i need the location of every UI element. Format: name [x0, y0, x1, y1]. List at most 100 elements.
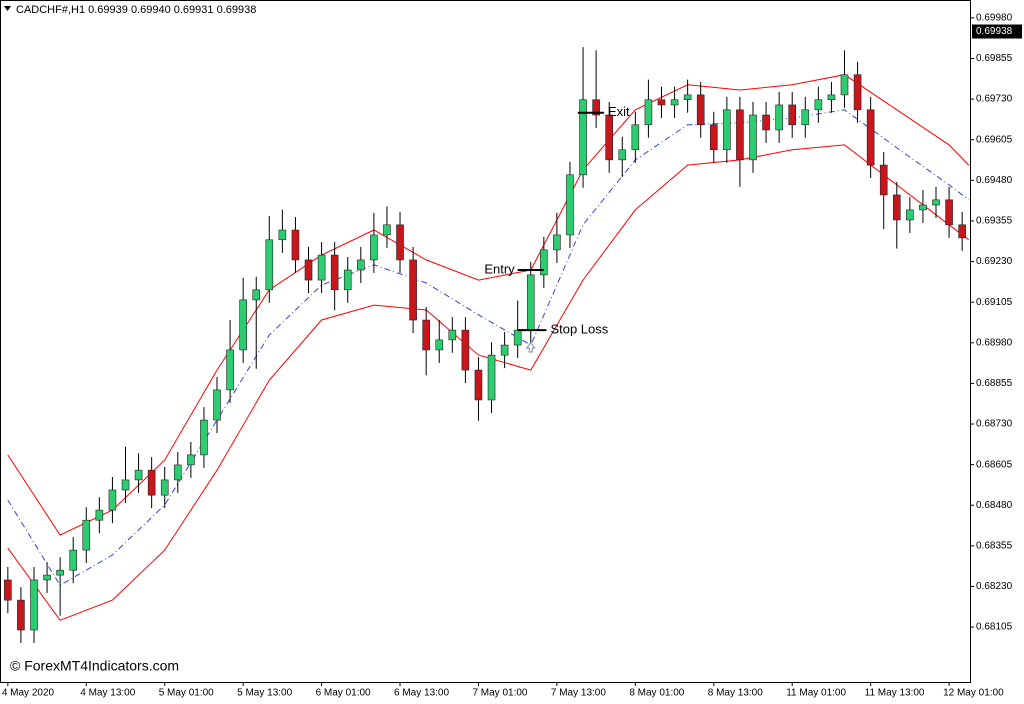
- candle-body: [43, 574, 51, 581]
- candle-body: [82, 519, 91, 551]
- y-tick-label: 0.69105: [976, 297, 1013, 308]
- y-tick-label: 0.69605: [976, 134, 1013, 145]
- y-tick-label: 0.68105: [976, 622, 1013, 633]
- candle-body: [200, 419, 208, 456]
- signal-arrow: [525, 342, 536, 353]
- candle-body: [265, 239, 274, 291]
- candle-body: [500, 344, 509, 356]
- candle-body: [147, 469, 156, 496]
- candle-body: [69, 549, 78, 571]
- candle-body: [736, 109, 744, 161]
- y-tick-label: 0.68980: [976, 337, 1013, 348]
- watermark: © ForexMT4Indicators.com: [10, 658, 179, 674]
- candle-body: [683, 94, 692, 101]
- candle-body: [448, 329, 457, 341]
- candle-body: [723, 109, 731, 151]
- candle-body: [422, 319, 430, 351]
- candle-body: [17, 599, 25, 631]
- y-tick-label: 0.69230: [976, 256, 1013, 267]
- candle-body: [709, 124, 718, 151]
- candle-body: [762, 114, 770, 131]
- candle-body: [801, 109, 810, 126]
- candle-body: [487, 354, 496, 401]
- candle-body: [526, 274, 535, 331]
- candle-body: [108, 489, 117, 511]
- candle-body: [853, 74, 862, 111]
- candle-body: [579, 99, 587, 176]
- candle-body: [866, 109, 875, 166]
- y-tick-label: 0.68730: [976, 419, 1013, 430]
- envelope-line: [7, 74, 970, 536]
- x-tick-label: 8 May 13:00: [708, 688, 763, 699]
- candle-body: [631, 124, 640, 151]
- plot-frame: [0, 0, 971, 683]
- candle-body: [840, 74, 849, 96]
- last-price-label: 0.69938: [976, 26, 1013, 37]
- candle-body: [396, 224, 404, 261]
- candle-body: [618, 149, 627, 161]
- candle-body: [814, 99, 823, 111]
- candle-body: [121, 479, 130, 491]
- candle-body: [226, 349, 234, 391]
- candle-body: [553, 234, 561, 251]
- candle-body: [370, 234, 378, 261]
- y-tick-label: 0.68230: [976, 581, 1013, 592]
- chart-header: CADCHF#,H1 0.69939 0.69940 0.69931 0.699…: [16, 4, 256, 16]
- candle-body: [95, 509, 104, 521]
- candle-body: [409, 259, 417, 321]
- candle-body: [187, 454, 195, 466]
- y-tick-label: 0.68355: [976, 541, 1013, 552]
- candle-body: [383, 224, 391, 236]
- y-tick-label: 0.69730: [976, 94, 1013, 105]
- candle-body: [827, 94, 836, 101]
- x-tick-label: 4 May 13:00: [80, 688, 135, 699]
- header-arrow: [4, 6, 11, 11]
- candle-body: [134, 469, 143, 481]
- x-tick-label: 6 May 01:00: [316, 688, 371, 699]
- candle-body: [749, 114, 757, 161]
- candle-body: [644, 99, 653, 126]
- candle-body: [343, 269, 352, 291]
- candle-body: [788, 104, 797, 126]
- x-tick-label: 12 May 01:00: [943, 688, 1004, 699]
- x-tick-label: 7 May 13:00: [551, 688, 606, 699]
- x-tick-label: 7 May 01:00: [472, 688, 527, 699]
- candle-body: [919, 204, 927, 211]
- annotation-label: Stop Loss: [550, 322, 608, 337]
- y-tick-label: 0.69355: [976, 216, 1013, 227]
- y-tick-label: 0.68855: [976, 378, 1013, 389]
- candle-body: [892, 194, 901, 221]
- candle-body: [513, 329, 522, 346]
- candle-body: [605, 114, 613, 161]
- x-tick-label: 6 May 13:00: [394, 688, 449, 699]
- candle-body: [540, 249, 548, 276]
- candle-body: [56, 569, 64, 576]
- candle-body: [474, 369, 483, 401]
- candle-body: [566, 174, 574, 236]
- x-tick-label: 8 May 01:00: [629, 688, 684, 699]
- candle-body: [213, 389, 221, 421]
- candle-body: [252, 289, 261, 301]
- candle-body: [696, 94, 705, 126]
- candle-body: [945, 199, 953, 226]
- candle-body: [906, 209, 914, 221]
- candle-body: [879, 164, 888, 196]
- y-tick-label: 0.69980: [976, 13, 1013, 24]
- candle-body: [330, 254, 339, 291]
- candle-body: [932, 199, 940, 206]
- x-tick-label: 11 May 01:00: [786, 688, 846, 699]
- candle-body: [657, 99, 666, 106]
- candle-body: [4, 579, 12, 601]
- x-tick-label: 4 May 2020: [2, 688, 55, 699]
- candle-body: [775, 104, 783, 131]
- candle-body: [278, 229, 287, 241]
- x-tick-label: 5 May 01:00: [159, 688, 214, 699]
- y-tick-label: 0.68605: [976, 459, 1013, 470]
- y-tick-label: 0.68480: [976, 500, 1013, 511]
- candle-body: [291, 229, 300, 261]
- x-tick-label: 5 May 13:00: [237, 688, 292, 699]
- candle-body: [173, 464, 182, 481]
- candle-body: [317, 254, 326, 281]
- annotation-label: Exit: [608, 104, 630, 119]
